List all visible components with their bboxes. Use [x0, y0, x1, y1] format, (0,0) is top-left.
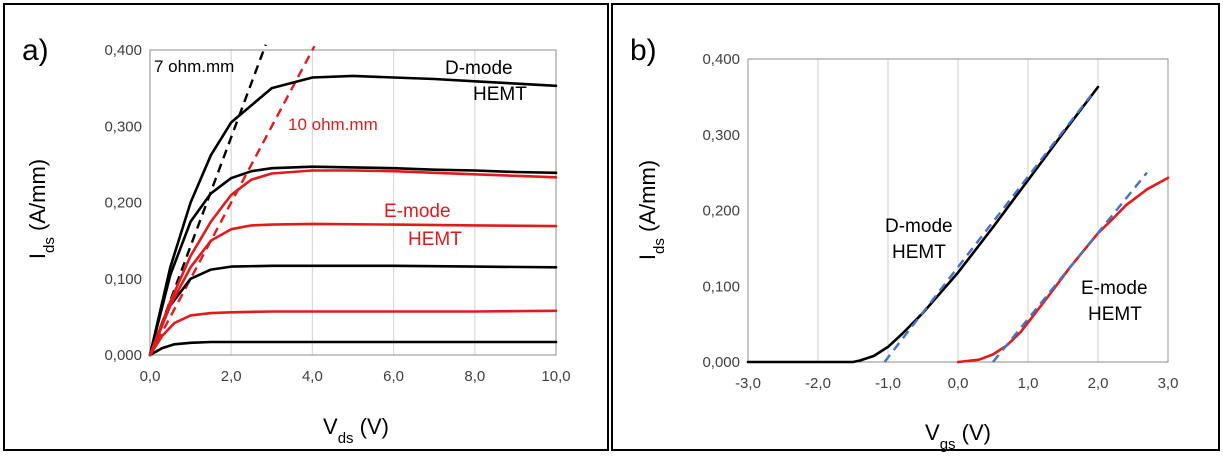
y-tick-label: 0,000 — [104, 347, 142, 364]
panel-b-grid — [818, 59, 1098, 362]
series-line — [958, 178, 1168, 362]
annotation-d-mode: D-mode — [445, 58, 513, 79]
panel-a-fit-lines — [150, 45, 314, 355]
y-tick-label: 0,200 — [104, 195, 142, 212]
x-tick-label: -2,0 — [805, 375, 831, 392]
y-tick-label: 0,400 — [104, 42, 142, 59]
x-tick-label: 2,0 — [1088, 375, 1109, 392]
y-tick-label: 0,100 — [702, 278, 740, 295]
annotation-e-hemt: HEMT — [408, 229, 462, 250]
panel-a: a) 0,0 2,0 4,0 6,0 8,0 10,0 0,000 0,100 0,200 0,3… — [22, 34, 571, 447]
annotation-b-e-hemt: HEMT — [1088, 304, 1142, 325]
x-tick-label: 0,0 — [140, 368, 161, 385]
y-tick-label: 0,300 — [104, 118, 142, 135]
y-tick-label: 0,100 — [104, 271, 142, 288]
y-tick-label: 0,000 — [702, 354, 740, 371]
series-line — [150, 171, 556, 356]
series-line — [150, 342, 556, 355]
x-tick-label: -1,0 — [875, 375, 901, 392]
series-line — [150, 167, 556, 355]
annotation-b-e-mode: E-mode — [1081, 278, 1148, 299]
annotation-10-ohm: 10 ohm.mm — [288, 115, 378, 134]
annotation-7-ohm: 7 ohm.mm — [154, 57, 234, 76]
x-tick-label: 10,0 — [541, 368, 570, 385]
panel-a-ylabel: Ids (A/mm) — [25, 159, 58, 259]
x-tick-label: 8,0 — [464, 368, 485, 385]
panel-a-xlabel: Vds (V) — [323, 414, 389, 447]
x-tick-label: 1,0 — [1018, 375, 1039, 392]
panel-b-xlabel: Vgs (V) — [925, 420, 991, 453]
annotation-e-mode: E-mode — [384, 201, 451, 222]
annotation-b-d-hemt: HEMT — [892, 242, 946, 263]
x-tick-label: 3,0 — [1158, 375, 1179, 392]
panel-b: b) -3,0 -2,0 -1,0 0,0 1,0 2,0 3,0 0,000 0,100 0,2… — [630, 34, 1178, 453]
x-tick-label: 0,0 — [948, 375, 969, 392]
x-tick-label: 2,0 — [221, 368, 242, 385]
panel-b-label: b) — [630, 34, 657, 67]
y-tick-label: 0,400 — [702, 51, 740, 68]
fit-line — [993, 173, 1147, 362]
annotation-d-hemt: HEMT — [473, 84, 527, 105]
annotation-b-d-mode: D-mode — [885, 216, 953, 237]
series-line — [150, 311, 556, 355]
series-line — [150, 224, 556, 355]
y-tick-label: 0,200 — [702, 203, 740, 220]
y-tick-label: 0,300 — [702, 127, 740, 144]
x-tick-label: 6,0 — [383, 368, 404, 385]
panel-a-label: a) — [22, 34, 49, 67]
x-tick-label: 4,0 — [302, 368, 323, 385]
panel-b-ylabel: Ids (A/mm) — [635, 160, 668, 260]
x-tick-label: -3,0 — [735, 375, 761, 392]
fit-line — [150, 46, 314, 355]
